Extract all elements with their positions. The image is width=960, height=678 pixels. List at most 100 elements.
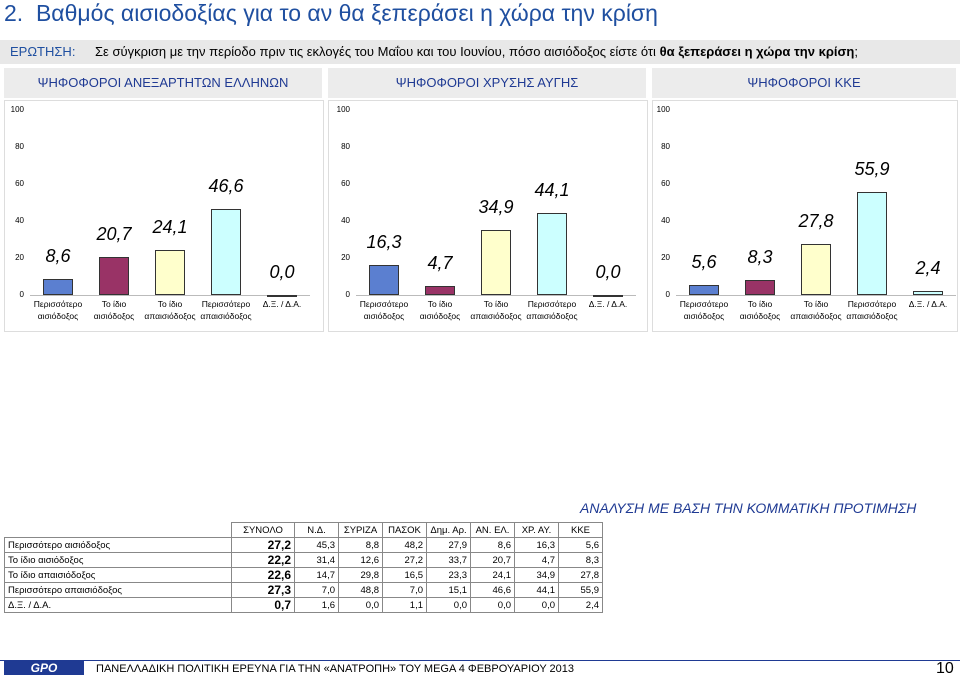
value-label: 27,8: [798, 210, 834, 231]
row-label: Δ.Ξ. / Δ.Α.: [4, 597, 232, 613]
table-cell: 16,5: [382, 567, 427, 583]
title-number: 2.: [4, 0, 24, 26]
column-header: Δημ. Αρ.: [426, 522, 471, 538]
x-tick-label: Περισσότερο απαισιόδοξος: [526, 299, 578, 321]
header-row: ΣΥΝΟΛΟ Ν.Δ. ΣΥΡΙΖΑ ΠΑΣΟΚ Δημ. Αρ. ΑΝ. ΕΛ. ΧΡ. …: [5, 522, 603, 538]
table-cell: 1,1: [382, 597, 427, 613]
table-cell: 0,0: [426, 597, 471, 613]
value-label: 5,6: [691, 251, 717, 272]
table-cell: 2,4: [558, 597, 603, 613]
row-label: Το ίδιο απαισιόδοξος: [4, 567, 232, 583]
question-bold: θα ξεπεράσει η χώρα την κρίση: [659, 44, 855, 59]
footer-rule: [0, 660, 960, 661]
bar: [689, 284, 719, 295]
table-cell: 27,2: [382, 552, 427, 568]
column-header: ΑΝ. ΕΛ.: [470, 522, 515, 538]
x-tick-label: Περισσότερο απαισιόδοξος: [846, 299, 898, 321]
table-cell: 0,0: [514, 597, 559, 613]
x-axis: [30, 295, 310, 296]
table-cell: 4,7: [514, 552, 559, 568]
table-row: Περισσότερο απαισιόδοξος 27,3 7,0 48,8 7,0 15…: [4, 582, 603, 598]
table-cell: 7,0: [294, 582, 339, 598]
party-table: ΣΥΝΟΛΟ Ν.Δ. ΣΥΡΙΖΑ ΠΑΣΟΚ Δημ. Αρ. ΑΝ. ΕΛ. ΧΡ. …: [4, 522, 603, 613]
value-label: 0,0: [269, 262, 295, 282]
table-cell: 33,7: [426, 552, 471, 568]
bar: [745, 279, 775, 295]
y-tick-label: 20: [661, 253, 670, 262]
y-tick-label: 80: [341, 142, 350, 151]
bar: [369, 264, 399, 295]
page-title: 2. Βαθμός αισιοδοξίας για το αν θα ξεπερ…: [4, 0, 658, 27]
bar: [801, 243, 831, 295]
y-tick-label: 80: [661, 142, 670, 151]
table-cell: 22,2: [231, 552, 295, 568]
table-cell: 44,1: [514, 582, 559, 598]
value-label: 16,3: [366, 231, 402, 252]
bar: [155, 250, 185, 295]
table-cell: 12,6: [338, 552, 383, 568]
y-tick-label: 60: [661, 179, 670, 188]
y-tick-label: 40: [341, 216, 350, 225]
table-cell: 27,8: [558, 567, 603, 583]
value-label: 44,1: [534, 180, 570, 201]
y-tick-label: 0: [345, 290, 350, 299]
table-cell: 46,6: [470, 582, 515, 598]
table-cell: 8,8: [338, 537, 383, 553]
question-end: ;: [854, 44, 858, 59]
column-header: ΣΥΝΟΛΟ: [231, 522, 295, 538]
table-cell: 48,2: [382, 537, 427, 553]
value-label: 46,6: [208, 175, 244, 196]
table-cell: 48,8: [338, 582, 383, 598]
title-text: Βαθμός αισιοδοξίας για το αν θα ξεπεράσε…: [35, 0, 658, 26]
bar: [43, 279, 73, 295]
table-cell: 22,6: [231, 567, 295, 583]
bar: [99, 256, 129, 295]
footer-text: ΠΑΝΕΛΛΑΔΙΚΗ ΠΟΛΙΤΙΚΗ ΕΡΕΥΝΑ ΓΙΑ ΤΗΝ «ΑΝΑ…: [96, 663, 575, 675]
table-cell: 20,7: [470, 552, 515, 568]
column-header: ΧΡ. ΑΥ.: [514, 522, 559, 538]
table-cell: 29,8: [338, 567, 383, 583]
x-tick-label: Περισσότερο αισιόδοξος: [359, 299, 409, 321]
table-row: Δ.Ξ. / Δ.Α. 0,7 1,6 0,0 1,1 0,0 0,0 0,0 2,4: [4, 597, 603, 613]
table-cell: 27,2: [231, 537, 295, 553]
chart-title: ΨΗΦΟΦΟΡΟΙ ΧΡΥΣΗΣ ΑΥΓΗΣ: [328, 68, 646, 98]
y-tick-label: 100: [10, 105, 24, 114]
column-header: ΣΥΡΙΖΑ: [338, 522, 383, 538]
y-tick-label: 0: [19, 290, 24, 299]
table-cell: 15,1: [426, 582, 471, 598]
table-row: Το ίδιο αισιόδοξος 22,2 31,4 12,6 27,2 33,7 20…: [4, 552, 603, 568]
bar: [481, 230, 511, 295]
x-axis: [356, 295, 636, 296]
page-number: 10: [936, 660, 954, 677]
y-tick-label: 40: [15, 216, 24, 225]
y-tick-label: 60: [15, 179, 24, 188]
y-tick-label: 100: [336, 105, 350, 114]
table-cell: 14,7: [294, 567, 339, 583]
table-cell: 23,3: [426, 567, 471, 583]
x-tick-label: Δ.Ξ. / Δ.Α.: [588, 299, 628, 309]
y-tick-label: 60: [341, 179, 350, 188]
chart-title: ΨΗΦΟΦΟΡΟΙ ΚΚΕ: [652, 68, 956, 98]
bar: [537, 213, 567, 295]
column-header: Ν.Δ.: [294, 522, 339, 538]
bar: [913, 290, 943, 295]
column-header: ΚΚΕ: [558, 522, 603, 538]
column-header: ΠΑΣΟΚ: [382, 522, 427, 538]
x-tick-label: Το ίδιο απαισιόδοξος: [470, 299, 522, 321]
value-label: 4,7: [427, 253, 453, 274]
table-cell: 34,9: [514, 567, 559, 583]
table-cell: 0,0: [338, 597, 383, 613]
question-text: Σε σύγκριση με την περίοδο πριν τις εκλο…: [95, 44, 660, 59]
table-cell: 1,6: [294, 597, 339, 613]
table-cell: 8,6: [470, 537, 515, 553]
x-axis: [676, 295, 956, 296]
x-tick-label: Το ίδιο απαισιόδοξος: [790, 299, 842, 321]
value-label: 24,1: [152, 217, 188, 238]
row-label: Το ίδιο αισιόδοξος: [4, 552, 232, 568]
x-tick-label: Περισσότερο αισιόδοξος: [679, 299, 729, 321]
table-cell: 5,6: [558, 537, 603, 553]
table-row: Περισσότερο αισιόδοξος 27,2 45,3 8,8 48,2 27,…: [4, 537, 603, 553]
y-tick-label: 20: [341, 253, 350, 262]
table-cell: 0,7: [231, 597, 295, 613]
